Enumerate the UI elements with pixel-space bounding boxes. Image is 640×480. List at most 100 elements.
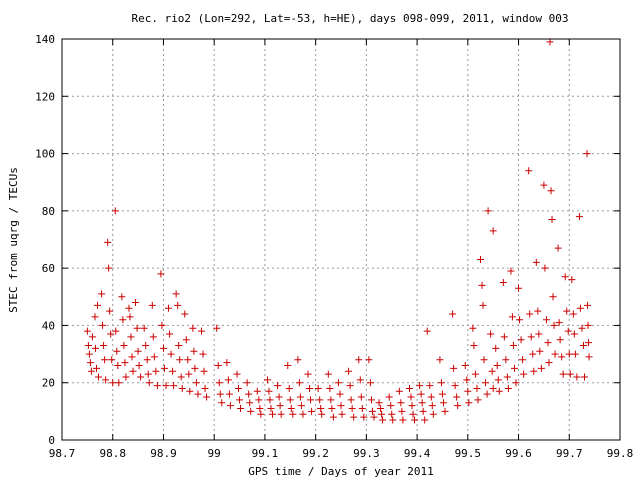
data-point (191, 364, 199, 372)
chart-title: Rec. rio2 (Lon=292, Lat=-53, h=HE), days… (131, 12, 568, 25)
data-point (226, 402, 234, 410)
data-point (294, 356, 302, 364)
data-point (157, 270, 165, 278)
data-point (299, 410, 307, 418)
data-point (580, 373, 588, 381)
x-tick-label: 99.4 (404, 447, 431, 460)
data-point (247, 407, 255, 415)
data-point (360, 413, 368, 421)
data-point (451, 382, 459, 390)
x-tick-label: 98.8 (99, 447, 126, 460)
data-point (540, 181, 548, 189)
data-point (338, 410, 346, 418)
data-point (334, 379, 342, 387)
data-point (347, 396, 355, 404)
data-point (525, 167, 533, 175)
data-point (426, 382, 434, 390)
y-tick-label: 100 (35, 148, 55, 161)
data-point (190, 347, 198, 355)
data-point (86, 359, 94, 367)
data-point (113, 347, 121, 355)
data-point (421, 416, 429, 424)
data-point (375, 399, 383, 407)
data-point (285, 384, 293, 392)
data-point (385, 393, 393, 401)
data-point (350, 413, 358, 421)
data-point (176, 356, 184, 364)
data-point (515, 284, 523, 292)
data-points (83, 38, 593, 424)
data-point (99, 321, 107, 329)
y-tick-label: 0 (48, 434, 55, 447)
data-point (174, 301, 182, 309)
data-point (357, 393, 365, 401)
data-point (213, 324, 221, 332)
data-point (178, 384, 186, 392)
data-point (265, 387, 273, 395)
data-point (233, 370, 241, 378)
data-point (122, 373, 130, 381)
data-point (449, 310, 457, 318)
data-point (489, 384, 497, 392)
data-point (112, 327, 120, 335)
data-point (286, 396, 294, 404)
data-point (152, 367, 160, 375)
data-point (583, 150, 591, 158)
data-point (453, 393, 461, 401)
data-point (199, 350, 207, 358)
data-point (101, 356, 109, 364)
data-point (441, 407, 449, 415)
data-point (186, 387, 194, 395)
data-point (551, 350, 559, 358)
data-point (316, 396, 324, 404)
data-point (566, 370, 574, 378)
data-point (537, 364, 545, 372)
data-point (267, 404, 275, 412)
data-point (388, 410, 396, 418)
data-point (409, 410, 417, 418)
data-point (126, 313, 134, 321)
data-point (484, 207, 492, 215)
data-point (483, 390, 491, 398)
data-point (145, 379, 153, 387)
y-tick-label: 120 (35, 90, 55, 103)
data-point (289, 410, 297, 418)
data-point (296, 393, 304, 401)
data-point (576, 304, 584, 312)
data-point (127, 333, 135, 341)
data-point (564, 327, 572, 335)
data-point (579, 341, 587, 349)
data-point (345, 367, 353, 375)
data-point (337, 402, 345, 410)
data-point (554, 244, 562, 252)
data-point (91, 344, 99, 352)
data-point (366, 379, 374, 387)
data-point (194, 390, 202, 398)
data-point (121, 359, 129, 367)
x-tick-label: 99.6 (505, 447, 532, 460)
data-point (143, 356, 151, 364)
data-point (509, 341, 517, 349)
data-point (544, 339, 552, 347)
data-point (165, 304, 173, 312)
data-point (118, 293, 126, 301)
data-point (547, 187, 555, 195)
data-point (492, 344, 500, 352)
data-point (276, 402, 284, 410)
data-point (224, 376, 232, 384)
data-point (488, 367, 496, 375)
data-point (201, 384, 209, 392)
data-point (85, 350, 93, 358)
data-point (326, 384, 334, 392)
data-point (158, 321, 166, 329)
data-point (348, 404, 356, 412)
data-point (502, 356, 510, 364)
data-point (88, 333, 96, 341)
data-point (104, 238, 112, 246)
x-tick-label: 98.7 (49, 447, 76, 460)
data-point (263, 376, 271, 384)
data-point (128, 353, 136, 361)
data-point (510, 364, 518, 372)
data-point (398, 407, 406, 415)
